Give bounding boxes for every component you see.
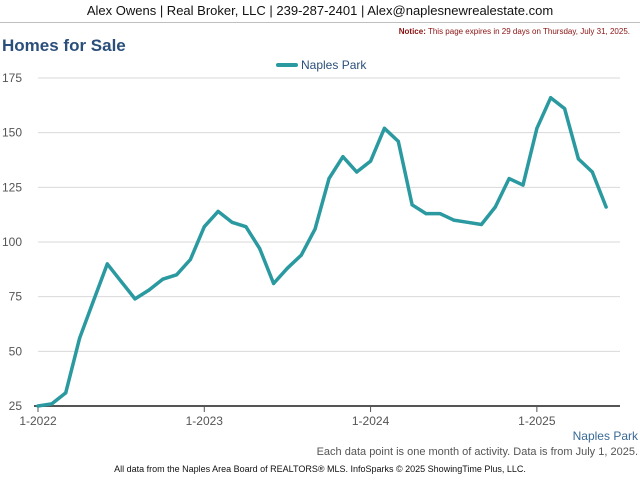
y-tick-label-100: 100 — [2, 235, 22, 249]
data-point — [258, 247, 262, 251]
data-point — [91, 299, 95, 303]
series-line-0 — [36, 95, 608, 408]
y-tick-label-50: 50 — [9, 344, 23, 358]
data-point — [50, 402, 54, 406]
data-point — [382, 126, 386, 130]
series-caption: Naples Park — [572, 429, 638, 443]
contact-header: Alex Owens | Real Broker, LLC | 239-287-… — [0, 0, 640, 23]
data-point — [285, 266, 289, 270]
data-point — [396, 139, 400, 143]
y-tick-label-25: 25 — [9, 399, 23, 413]
data-point — [549, 96, 553, 100]
data-point — [299, 253, 303, 257]
x-tick-label-1-2024: 1-2024 — [352, 414, 390, 428]
y-tick-label-175: 175 — [2, 71, 22, 85]
data-point — [161, 277, 165, 281]
legend: Naples Park — [276, 58, 367, 72]
data-point — [119, 279, 123, 283]
data-point — [507, 177, 511, 181]
data-point — [563, 107, 567, 111]
data-point — [424, 212, 428, 216]
data-point — [369, 159, 373, 163]
footer-credit: All data from the Naples Area Board of R… — [114, 464, 526, 474]
grid-lines — [38, 77, 620, 352]
data-point — [452, 218, 456, 222]
data-point — [355, 170, 359, 174]
y-axis-ticks: 25 50 75 100 125 150 175 — [2, 71, 22, 413]
data-point — [216, 209, 220, 213]
contact-text: Alex Owens | Real Broker, LLC | 239-287-… — [86, 3, 554, 18]
data-point — [272, 281, 276, 286]
series-lines — [36, 95, 608, 408]
data-point — [535, 126, 539, 130]
data-point — [133, 297, 137, 301]
data-point — [327, 177, 331, 181]
data-point — [313, 227, 317, 231]
x-tick-label-1-2022: 1-2022 — [19, 414, 57, 428]
notice-text: This page expires in 29 days on Thursday… — [427, 27, 630, 36]
data-point — [479, 222, 483, 227]
data-point — [230, 220, 234, 224]
data-point — [590, 170, 594, 174]
data-point — [64, 391, 68, 395]
y-tick-label-125: 125 — [2, 180, 22, 194]
data-point — [410, 203, 414, 207]
data-point — [604, 205, 608, 209]
data-point — [521, 183, 525, 187]
y-tick-label-75: 75 — [9, 290, 23, 304]
data-point — [188, 257, 192, 262]
x-tick-label-1-2025: 1-2025 — [518, 414, 556, 428]
page-title: Homes for Sale — [2, 36, 126, 55]
legend-label: Naples Park — [301, 58, 367, 72]
data-point — [202, 225, 206, 229]
data-point — [175, 273, 179, 277]
y-tick-label-150: 150 — [2, 126, 22, 140]
data-point — [466, 220, 470, 224]
data-point — [341, 155, 345, 159]
data-point — [105, 262, 109, 266]
data-point — [147, 288, 151, 292]
data-point — [493, 205, 497, 209]
x-axis: 1-2022 1-2023 1-2024 1-2025 — [19, 405, 620, 428]
expiry-notice: Notice: This page expires in 29 days on … — [399, 27, 630, 36]
data-point — [78, 336, 82, 340]
data-point — [244, 225, 248, 229]
notice-label: Notice: — [398, 27, 426, 36]
data-point — [576, 157, 581, 161]
data-note: Each data point is one month of activity… — [316, 446, 638, 458]
x-tick-label-1-2023: 1-2023 — [186, 414, 224, 428]
data-point — [438, 212, 442, 216]
data-point — [36, 404, 40, 408]
